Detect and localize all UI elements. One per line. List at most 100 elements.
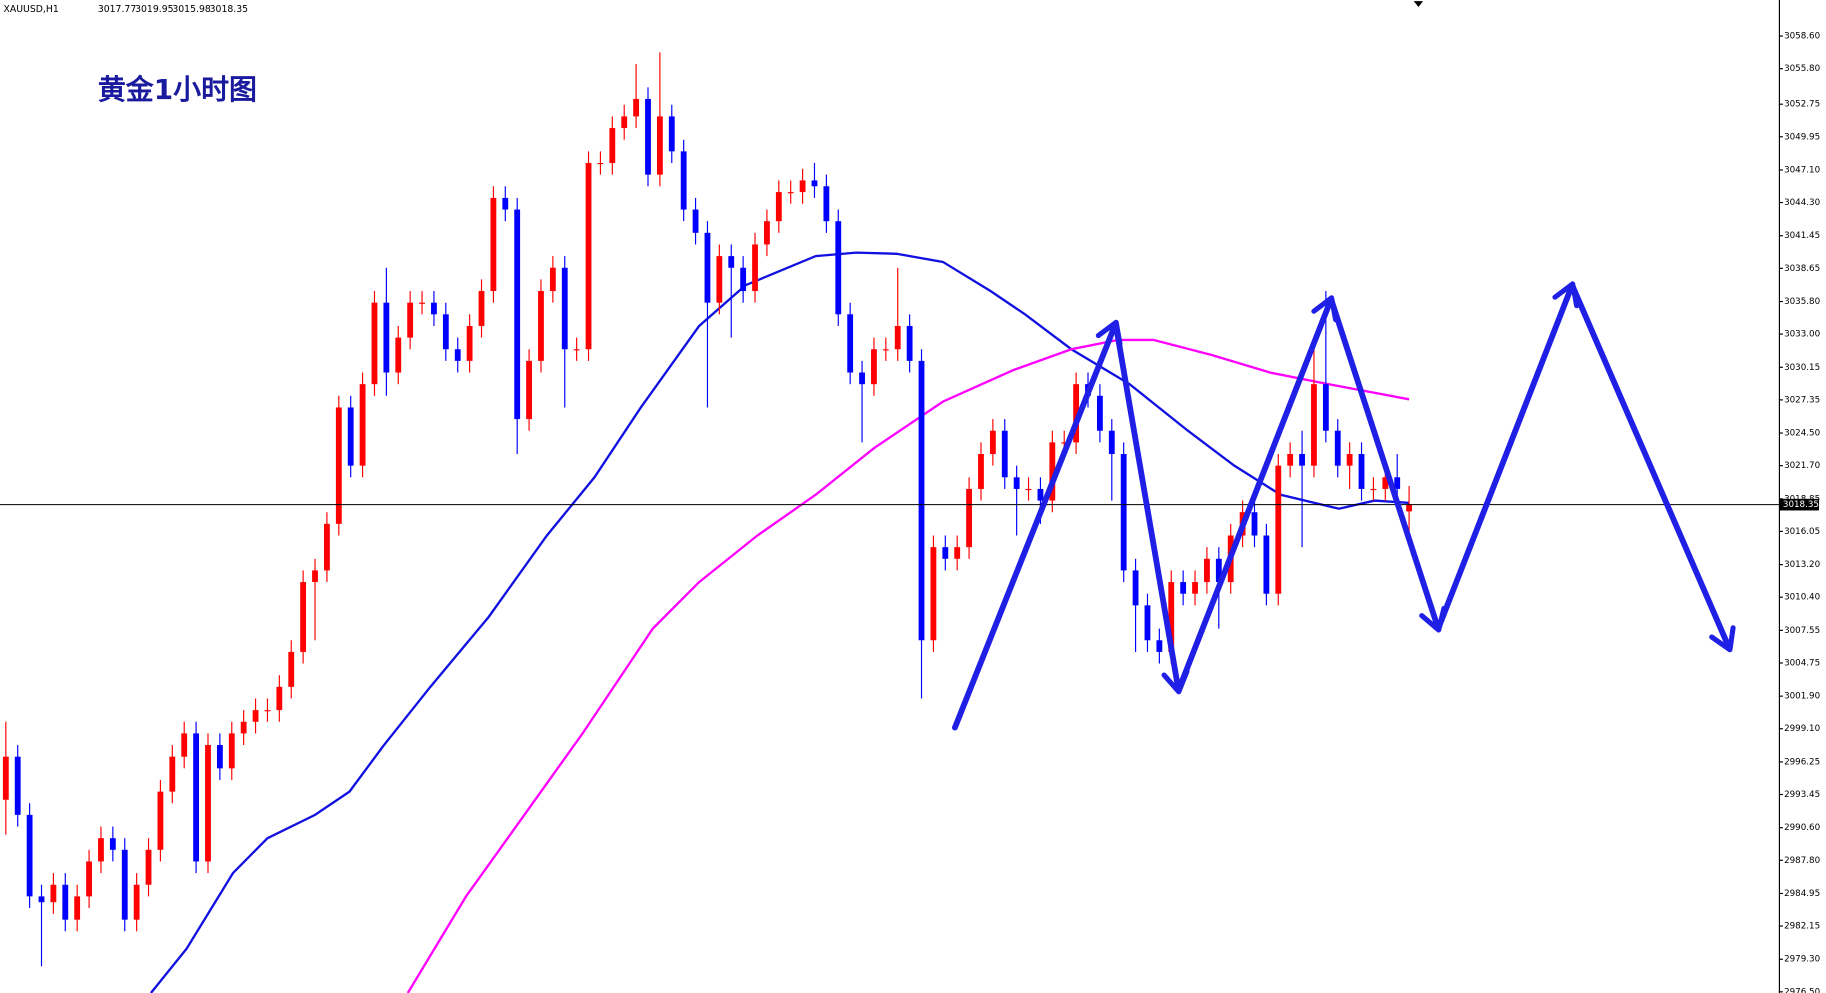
y-tick-label: 2996.25	[1784, 757, 1820, 767]
arrow	[1328, 296, 1447, 633]
candle-body	[264, 710, 271, 712]
candle-body	[989, 430, 996, 455]
candle-body	[454, 349, 461, 361]
y-tick-label: 2979.30	[1784, 955, 1820, 965]
candle-body	[609, 128, 616, 163]
candle-body	[597, 162, 604, 165]
candle-body	[585, 162, 592, 350]
candle-body	[1132, 570, 1139, 606]
candle-body	[98, 838, 104, 862]
candle-body	[1334, 430, 1341, 466]
chart-title: 黄金1小时图	[98, 73, 257, 106]
y-tick-label: 3038.65	[1784, 264, 1820, 274]
candle-body	[1025, 488, 1032, 491]
candle-body	[1251, 512, 1258, 536]
candle-body	[871, 349, 877, 385]
candle-body	[906, 325, 913, 361]
y-tick-label: 3007.55	[1784, 626, 1820, 636]
candle-body	[205, 745, 211, 862]
forecast-arrows	[952, 281, 1736, 731]
candle-body	[442, 314, 449, 350]
shift-marker	[1413, 1, 1424, 7]
y-tick-label: 3058.60	[1784, 32, 1820, 42]
candle-body	[431, 302, 437, 315]
y-tick-label: 3033.00	[1784, 330, 1820, 340]
candle-body	[1156, 640, 1163, 652]
candle-body	[787, 192, 794, 194]
candle-body	[930, 547, 937, 641]
candle-body	[1192, 582, 1198, 594]
candle-body	[133, 884, 140, 920]
candle-body	[383, 302, 390, 373]
y-tick-label: 3055.80	[1784, 64, 1820, 74]
candle-body	[514, 209, 521, 420]
candle-body	[86, 861, 92, 897]
candle-body	[169, 756, 176, 792]
y-tick-label: 3024.50	[1784, 429, 1820, 439]
candle-body	[109, 838, 116, 850]
y-tick-label: 2999.10	[1784, 724, 1820, 734]
candle-body	[1120, 454, 1127, 571]
candle-body	[62, 884, 69, 920]
candle-body	[359, 384, 366, 466]
plot-area	[0, 52, 1780, 993]
candle-body	[954, 547, 961, 559]
candle-body	[1299, 454, 1305, 466]
candle-body	[1346, 454, 1353, 466]
candle-body	[835, 221, 842, 315]
candle-body	[716, 256, 723, 303]
candle-body	[1061, 442, 1068, 444]
candle-body	[1144, 605, 1151, 641]
candle-body	[240, 721, 247, 734]
candle-body	[811, 180, 818, 187]
y-tick-label: 3027.35	[1784, 395, 1820, 405]
y-tick-label: 2990.60	[1784, 823, 1820, 833]
y-tick-label: 3030.15	[1784, 363, 1820, 373]
candle-body	[847, 314, 854, 373]
candle-body	[1322, 384, 1329, 431]
candle-body	[680, 151, 687, 210]
candle-body	[1394, 477, 1401, 489]
candle-body	[252, 710, 259, 722]
candle-body	[1096, 395, 1103, 431]
candle-body	[228, 733, 235, 769]
candle-body	[347, 407, 354, 466]
candle-body	[823, 186, 830, 222]
candle-body	[1073, 384, 1080, 443]
y-tick-label: 2976.50	[1784, 987, 1820, 993]
candle-body	[1049, 442, 1056, 501]
candle-body	[1168, 582, 1175, 652]
candle-body	[1001, 430, 1008, 478]
y-tick-label: 3044.30	[1784, 198, 1820, 208]
moving-average	[406, 338, 1410, 993]
y-tick-label: 3047.10	[1784, 165, 1820, 175]
candle-body	[478, 291, 485, 326]
candle-body	[573, 349, 580, 351]
y-tick-label: 3001.90	[1784, 692, 1820, 702]
y-tick-label: 3035.80	[1784, 297, 1820, 307]
candle-body	[656, 116, 663, 175]
symbol: XAUUSD,H1	[3, 4, 58, 15]
candle-body	[1287, 454, 1294, 466]
candle-body	[549, 267, 556, 292]
candle-body	[859, 372, 865, 385]
header-open: 3017.77	[98, 4, 137, 15]
candle-body	[918, 360, 925, 641]
y-tick-label: 2984.95	[1784, 889, 1820, 899]
arrow	[952, 319, 1123, 731]
candle-body	[942, 547, 949, 559]
arrow	[1569, 282, 1736, 653]
header-close: 3018.35	[210, 4, 249, 15]
current-price-box	[1779, 498, 1820, 511]
candle-body	[490, 197, 497, 292]
candle-body	[1406, 504, 1413, 512]
candle-body	[764, 221, 770, 245]
candle-body	[121, 849, 128, 920]
candle-body	[371, 302, 378, 385]
candle-body	[1358, 454, 1365, 489]
candle-body	[526, 360, 532, 420]
y-tick-label: 3049.95	[1784, 132, 1820, 142]
candle-body	[157, 791, 164, 850]
header-low: 3015.98	[172, 4, 211, 15]
